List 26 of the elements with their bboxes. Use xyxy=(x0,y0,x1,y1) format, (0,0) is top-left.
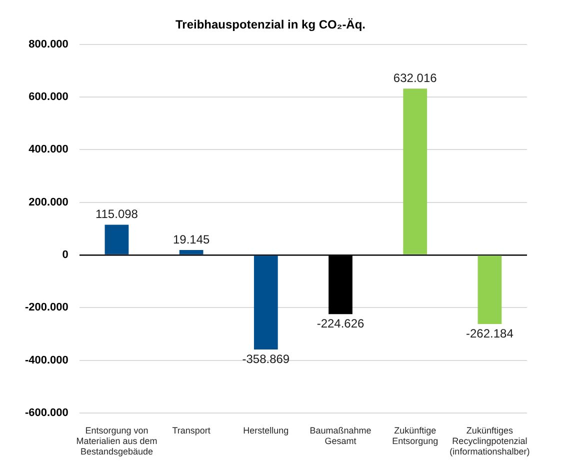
data-label: -358.869 xyxy=(242,352,290,366)
bar xyxy=(403,88,428,254)
x-tick-label: Herstellung xyxy=(243,426,289,436)
bar xyxy=(179,250,204,254)
data-label: -224.626 xyxy=(316,316,365,330)
bar xyxy=(104,224,129,254)
x-tick-label: Entsorgung von Materialien aus dem Bestandsgebäude xyxy=(76,426,158,456)
x-tick-label: Zukünftiges Recyclingpotenzial (informationshalber) xyxy=(450,426,530,456)
data-label: -262.184 xyxy=(466,326,514,340)
bar xyxy=(478,256,502,324)
y-tick-label: 800.000 xyxy=(28,38,68,50)
y-tick-label: -600.000 xyxy=(24,406,68,419)
y-tick-label: -400.000 xyxy=(24,354,68,366)
y-tick-label: 0 xyxy=(62,249,68,262)
data-label: 115.098 xyxy=(95,207,138,222)
x-tick-label: Baumaßnahme Gesamt xyxy=(310,426,372,446)
y-tick-label: 600.000 xyxy=(28,91,68,104)
chart-title: Treibhauspotenzial in kg CO₂-Äq. xyxy=(175,18,366,32)
data-label: 19.145 xyxy=(172,232,210,246)
y-tick-label: 200.000 xyxy=(28,196,68,208)
x-tick-label: Zukünftige Entsorgung xyxy=(392,426,438,446)
data-label: 632.016 xyxy=(393,70,438,85)
bar xyxy=(254,256,278,350)
y-tick-label: -200.000 xyxy=(24,302,68,314)
x-tick-label: Transport xyxy=(172,426,211,436)
y-tick-label: 400.000 xyxy=(28,144,68,156)
